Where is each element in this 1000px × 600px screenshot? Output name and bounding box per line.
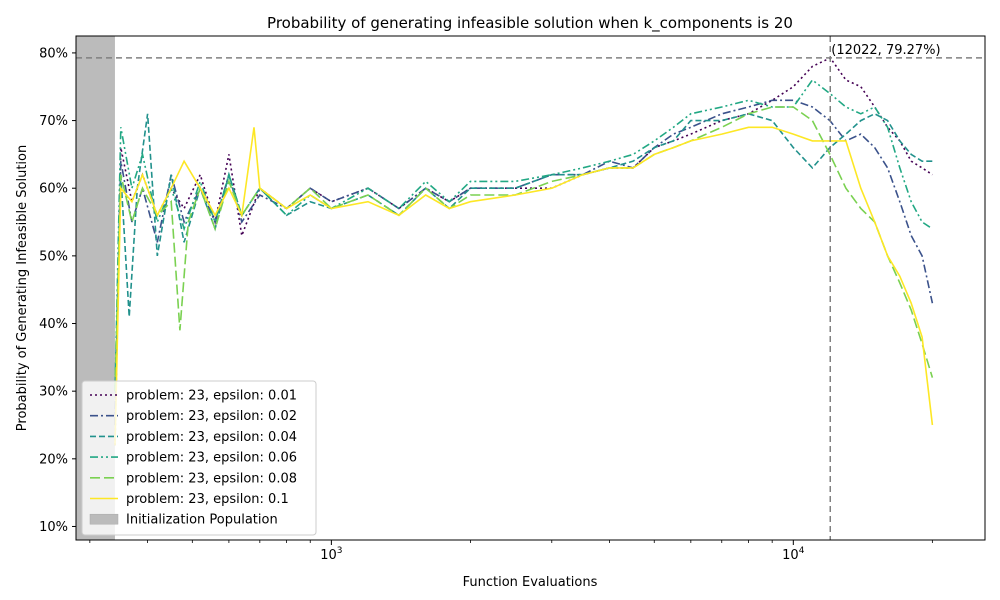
x-tick-label: 104	[782, 546, 805, 563]
y-axis-label: Probability of Generating Infeasible Sol…	[15, 145, 30, 431]
legend-box	[81, 380, 317, 536]
legend-label-4: problem: 23, epsilon: 0.08	[126, 471, 297, 486]
series-line-5	[114, 126, 934, 446]
legend-label-3: problem: 23, epsilon: 0.06	[126, 451, 297, 466]
legend-label-1: problem: 23, epsilon: 0.02	[126, 409, 297, 424]
legend-label-2: problem: 23, epsilon: 0.04	[126, 430, 297, 445]
chart-title: Probability of generating infeasible sol…	[267, 14, 793, 33]
series-line-2	[114, 112, 933, 392]
legend-label-0: problem: 23, epsilon: 0.01	[126, 389, 297, 404]
y-tick-label: 80%	[39, 46, 68, 61]
y-tick-label: 10%	[39, 520, 68, 535]
series-line-3	[114, 78, 933, 392]
y-tick-label: 50%	[39, 249, 68, 264]
x-tick-label: 103	[320, 546, 342, 563]
y-tick-label: 20%	[39, 452, 68, 467]
plot-frame	[75, 35, 986, 541]
series-line-4	[114, 106, 934, 392]
max-point-annotation: (12022, 79.27%)	[831, 43, 940, 58]
y-tick-label: 40%	[39, 317, 68, 332]
y-tick-label: 60%	[39, 182, 68, 197]
legend-swatch-init	[89, 513, 119, 525]
legend-label-5: problem: 23, epsilon: 0.1	[126, 492, 289, 507]
y-tick-label: 30%	[39, 385, 68, 400]
series-line-0	[114, 56, 933, 446]
series-line-1	[114, 99, 934, 426]
x-axis-label: Function Evaluations	[463, 575, 598, 590]
y-tick-label: 70%	[39, 114, 68, 129]
legend-label-init: Initialization Population	[126, 513, 278, 528]
